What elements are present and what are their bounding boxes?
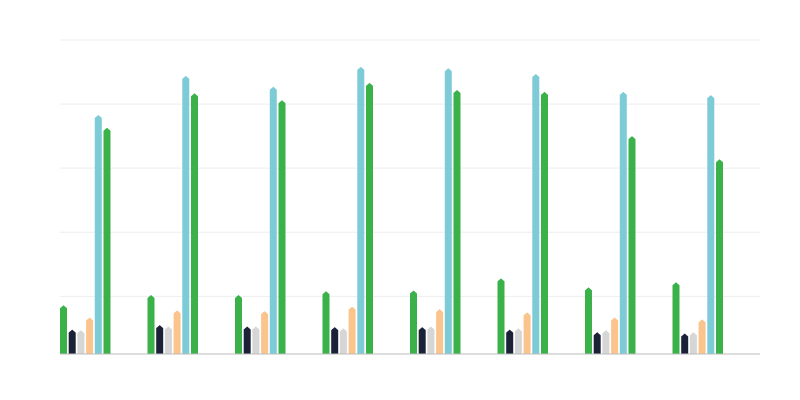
bar (593, 332, 601, 354)
bar (698, 319, 706, 354)
bar (436, 309, 444, 354)
bar (68, 329, 76, 354)
bar (339, 328, 347, 354)
bar (689, 332, 697, 354)
bar (173, 310, 181, 354)
bar (269, 86, 277, 354)
bar (86, 317, 94, 354)
bar (619, 91, 627, 354)
bar (147, 295, 155, 354)
bar (410, 290, 417, 354)
bar (94, 114, 102, 354)
bar (156, 325, 164, 354)
bar (585, 287, 592, 354)
bar (252, 326, 260, 354)
bar (427, 326, 435, 354)
bar (602, 330, 610, 354)
bar (278, 100, 286, 355)
bar (235, 295, 242, 354)
bar (366, 82, 373, 354)
bar (523, 312, 531, 354)
bar (672, 282, 680, 354)
bar (453, 89, 461, 354)
bar (322, 291, 330, 354)
bar (243, 326, 251, 354)
bar (707, 95, 715, 355)
bar (182, 75, 190, 354)
bar (681, 333, 689, 354)
bar (716, 159, 723, 354)
bar (611, 317, 619, 354)
bar (77, 330, 85, 354)
bar (164, 326, 172, 354)
bar (191, 93, 198, 355)
bar (103, 127, 111, 354)
bar (497, 278, 505, 354)
bar (506, 329, 514, 354)
bar (532, 73, 540, 355)
bar (514, 328, 522, 354)
bar (331, 327, 339, 354)
bar (60, 305, 67, 354)
bar (444, 68, 452, 354)
bar (348, 306, 356, 354)
bar (541, 91, 548, 354)
bar (418, 327, 426, 354)
bar (357, 66, 365, 355)
bar (261, 311, 269, 354)
bar (628, 136, 636, 354)
